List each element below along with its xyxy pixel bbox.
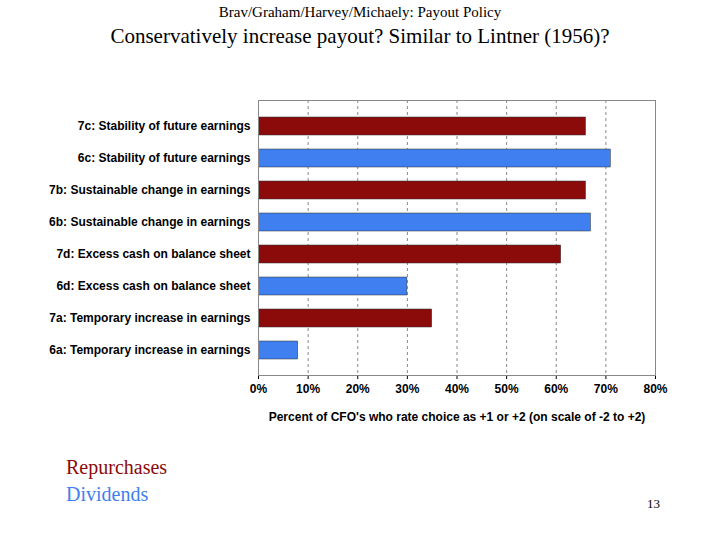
html-text:Repurchases: Repurchases — [66, 456, 168, 478]
svg-text:80%: 80% — [643, 382, 667, 396]
svg-text:60%: 60% — [544, 382, 568, 396]
svg-text:6a: Temporary increase in earn: 6a: Temporary increase in earnings — [49, 343, 251, 357]
svg-text:7b: Sustainable change in earn: 7b: Sustainable change in earnings — [49, 183, 251, 197]
svg-text:0%: 0% — [250, 382, 268, 396]
html-text:Dividends: Dividends — [66, 483, 149, 505]
svg-text:Percent of CFO's who rate choi: Percent of CFO's who rate choice as +1 o… — [269, 410, 646, 424]
svg-text:6b: Sustainable change in earn: 6b: Sustainable change in earnings — [49, 215, 251, 229]
svg-text:6c: Stability of future earnin: 6c: Stability of future earnings — [78, 151, 251, 165]
svg-text:40%: 40% — [445, 382, 469, 396]
svg-text:20%: 20% — [346, 382, 370, 396]
svg-text:7d: Excess cash on balance she: 7d: Excess cash on balance sheet — [56, 247, 250, 261]
html-text:Conservatively increase payout: Conservatively increase payout? Similar … — [110, 24, 610, 48]
svg-text:50%: 50% — [495, 382, 519, 396]
html-text:13: 13 — [647, 496, 660, 511]
html-text:Brav/Graham/Harvey/Michaely: P: Brav/Graham/Harvey/Michaely: Payout Poli… — [218, 4, 502, 20]
svg-text:10%: 10% — [296, 382, 320, 396]
svg-text:6d: Excess cash on balance she: 6d: Excess cash on balance sheet — [56, 279, 250, 293]
svg-text:30%: 30% — [395, 382, 419, 396]
svg-text:7a: Temporary increase in earn: 7a: Temporary increase in earnings — [49, 311, 251, 325]
svg-text:7c: Stability of future earnin: 7c: Stability of future earnings — [78, 119, 251, 133]
svg-text:70%: 70% — [594, 382, 618, 396]
